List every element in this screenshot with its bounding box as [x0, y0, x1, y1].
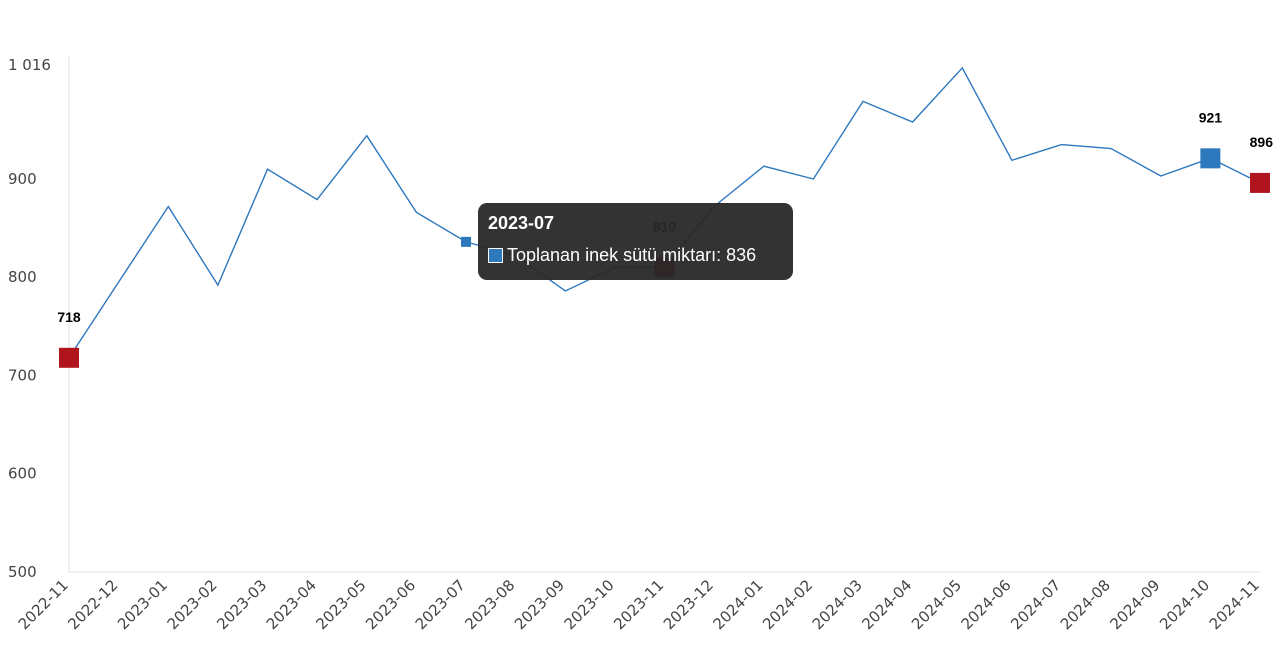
x-tick-label: 2023-12 [660, 576, 717, 633]
x-tick-label: 2024-02 [759, 576, 816, 633]
y-tick-label: 700 [8, 366, 37, 384]
x-tick-label: 2023-08 [461, 576, 518, 633]
x-tick-label: 2023-01 [114, 576, 171, 633]
y-tick-label: 800 [8, 268, 37, 286]
x-tick-label: 2024-11 [1206, 576, 1263, 633]
y-tick-label: 500 [8, 563, 37, 581]
y-tick-label: 900 [8, 170, 37, 188]
x-tick-label: 2024-10 [1156, 576, 1213, 633]
point-marker [1250, 172, 1270, 193]
y-tick-label: 600 [8, 465, 37, 483]
y-axis: 500 600 700 800 900 1 016 [8, 56, 70, 581]
series-swatch [488, 248, 503, 263]
x-tick-label: 2023-06 [362, 576, 419, 633]
x-tick-label: 2022-11 [15, 576, 72, 633]
data-label: 718 [57, 309, 81, 325]
point-marker [1200, 148, 1221, 169]
y-tick-label: 1 016 [8, 56, 51, 74]
data-label: 921 [1199, 109, 1223, 125]
hover-marker [461, 236, 471, 247]
x-tick-label: 2024-06 [958, 576, 1015, 633]
chart-tooltip: 2023-07 Toplanan inek sütü miktarı: 836 [478, 203, 793, 280]
x-tick-label: 2023-02 [164, 576, 221, 633]
point-marker [59, 347, 79, 368]
x-tick-label: 2023-05 [313, 576, 370, 633]
tooltip-title: 2023-07 [488, 213, 555, 233]
x-tick-label: 2024-05 [908, 576, 965, 633]
x-tick-label: 2023-09 [511, 576, 568, 633]
x-tick-label: 2023-07 [412, 576, 469, 633]
x-tick-label: 2023-03 [213, 576, 270, 633]
tooltip-text: Toplanan inek sütü miktarı: 836 [507, 245, 757, 265]
x-tick-label: 2023-10 [561, 576, 618, 633]
x-tick-label: 2023-04 [263, 576, 320, 633]
x-tick-label: 2024-08 [1057, 576, 1114, 633]
x-axis: 2022-112022-122023-012023-022023-032023-… [15, 571, 1263, 633]
data-label: 896 [1250, 134, 1274, 150]
x-tick-label: 2024-07 [1007, 576, 1064, 633]
x-tick-label: 2024-03 [809, 576, 866, 633]
x-tick-label: 2024-04 [858, 576, 915, 633]
tooltip-row: Toplanan inek sütü miktarı: 836 [488, 244, 783, 266]
x-tick-label: 2022-12 [64, 576, 121, 633]
x-tick-label: 2024-09 [1107, 576, 1164, 633]
x-tick-label: 2023-11 [610, 576, 667, 633]
x-tick-label: 2024-01 [710, 576, 767, 633]
